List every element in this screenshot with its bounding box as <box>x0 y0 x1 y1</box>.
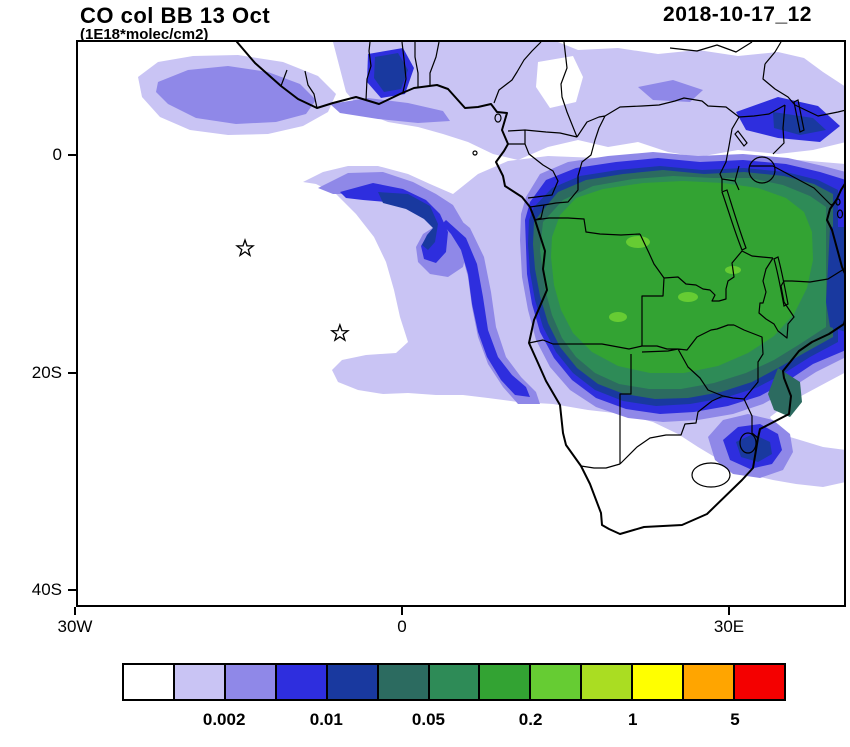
colorbar-label: 5 <box>730 710 740 729</box>
contour-fill-layer <box>138 42 844 487</box>
map-plot-frame <box>76 40 846 607</box>
lake-malawi <box>773 256 789 307</box>
y-axis-tick <box>68 371 78 374</box>
star-marker <box>329 322 350 342</box>
colorbar-label: 0.002 <box>202 710 246 729</box>
colorbar-cell <box>276 665 328 699</box>
bioko-island <box>494 113 502 123</box>
y-axis-tick <box>68 154 78 156</box>
y-axis-label: 40S <box>31 580 62 599</box>
y-axis-label: 0 <box>52 145 62 164</box>
colorbar-label: 1 <box>628 710 638 729</box>
lake-albert <box>734 130 748 147</box>
valid-datetime: 2018-10-17_12 <box>663 3 812 26</box>
lake-victoria <box>748 156 776 184</box>
y-axis-label: 20S <box>31 362 62 382</box>
colorbar-cell <box>684 665 736 699</box>
colorbar-cell <box>480 665 532 699</box>
lesotho-border <box>691 462 731 488</box>
stars-group <box>235 238 350 342</box>
colorbar-label: 0.05 <box>411 710 445 729</box>
x-axis-label: 30E <box>713 617 745 636</box>
map-canvas <box>78 42 844 605</box>
colorbar <box>122 663 786 701</box>
coastline <box>236 42 844 535</box>
colorbar-cell <box>531 665 583 699</box>
pemba-island <box>835 198 841 206</box>
x-axis-tick <box>401 607 403 615</box>
x-axis-label: 0 <box>397 617 407 636</box>
colorbar-cell <box>582 665 634 699</box>
colorbar-cell <box>633 665 685 699</box>
colorbar-cell <box>378 665 430 699</box>
x-axis-label: 30W <box>57 617 93 636</box>
colorbar-cell <box>735 665 784 699</box>
colorbar-label: 0.2 <box>518 710 543 729</box>
lake-turkana <box>793 99 805 133</box>
colorbar-cell <box>174 665 226 699</box>
colorbar-labels: 0.002 0.01 0.05 0.2 1 5 <box>122 701 786 731</box>
x-axis-tick <box>728 607 730 615</box>
colorbar-cell <box>429 665 481 699</box>
colorbar-legend: 0.002 0.01 0.05 0.2 1 5 <box>122 663 786 731</box>
lake-tanganyika <box>721 189 747 251</box>
colorbar-cell <box>124 665 175 699</box>
y-axis-tick <box>68 589 78 591</box>
star-marker <box>235 238 255 258</box>
colorbar-label: 0.01 <box>309 710 343 729</box>
plot-units-subtitle: (1E18*molec/cm2) <box>80 26 209 43</box>
colorbar-cell <box>225 665 277 699</box>
x-axis-tick <box>74 607 76 615</box>
lakes-group <box>472 99 844 307</box>
sao-tome-island <box>472 150 478 156</box>
swaziland-border <box>739 432 757 454</box>
country-borders <box>280 42 844 488</box>
zanzibar-island <box>836 209 844 219</box>
plot-title: CO col BB 13 Oct <box>80 3 271 28</box>
colorbar-cell <box>327 665 379 699</box>
